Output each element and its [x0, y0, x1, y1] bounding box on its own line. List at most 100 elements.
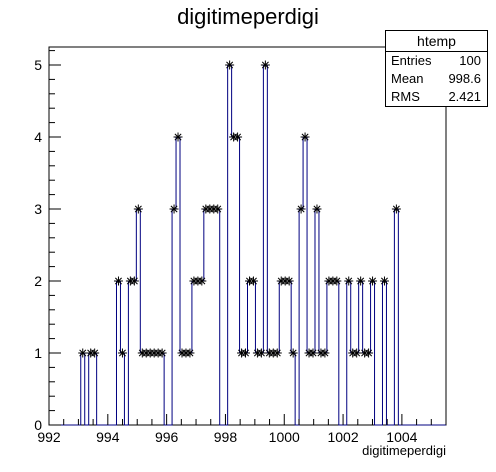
y-tick-label: 3: [34, 201, 42, 217]
histogram-bin: [307, 353, 311, 425]
histogram-bin: [180, 353, 184, 425]
histogram-bin: [176, 137, 180, 425]
data-point-marker: [300, 132, 310, 142]
data-point-marker: [256, 348, 266, 358]
data-markers: [78, 60, 401, 358]
histogram-bin: [188, 353, 192, 425]
histogram-bars: [49, 64, 446, 426]
histogram-bin: [255, 353, 259, 425]
histogram-bin: [367, 353, 371, 425]
data-point-marker: [320, 348, 330, 358]
histogram-bin: [184, 353, 188, 425]
y-tick-label: 2: [34, 273, 42, 289]
histogram-bin: [382, 281, 386, 425]
histogram-bin: [394, 209, 398, 425]
stats-key: Entries: [391, 53, 432, 68]
histogram-bin: [160, 353, 164, 425]
stats-box: htemp Entries 100 Mean 998.6 RMS 2.421: [385, 30, 488, 107]
data-point-marker: [284, 276, 294, 286]
data-point-marker: [185, 348, 195, 358]
histogram-bin: [148, 353, 152, 425]
x-tick-label: 992: [37, 429, 61, 445]
stats-row-mean: Mean 998.6: [386, 70, 487, 88]
histogram-bin: [363, 353, 367, 425]
data-point-marker: [241, 348, 251, 358]
histogram-bin: [132, 281, 136, 425]
stats-title: htemp: [386, 31, 487, 52]
histogram-bin: [259, 353, 263, 425]
histogram-bin: [228, 65, 232, 425]
histogram-bin: [267, 353, 271, 425]
data-point-marker: [233, 132, 243, 142]
data-point-marker: [364, 348, 374, 358]
stats-row-entries: Entries 100: [386, 52, 487, 70]
stats-value: 100: [459, 53, 481, 68]
data-point-marker: [272, 348, 282, 358]
histogram-bin: [172, 209, 176, 425]
y-tick-label: 5: [34, 57, 42, 73]
data-point-marker: [173, 132, 183, 142]
stats-row-rms: RMS 2.421: [386, 88, 487, 106]
stats-value: 2.421: [448, 89, 481, 104]
histogram-bin: [263, 65, 267, 425]
data-point-marker: [288, 348, 298, 358]
data-point-marker: [113, 276, 123, 286]
histogram-bin: [315, 209, 319, 425]
histogram-bin: [204, 209, 208, 425]
histogram-bin: [128, 281, 132, 425]
histogram-bin: [89, 353, 93, 425]
y-axis: 0 1 2 3 4 5: [34, 50, 61, 433]
histogram-bin: [144, 353, 148, 425]
histogram-bin: [152, 353, 156, 425]
data-point-marker: [352, 348, 362, 358]
data-point-marker: [379, 276, 389, 286]
histogram-bin: [240, 353, 244, 425]
histogram-bin: [140, 353, 144, 425]
data-point-marker: [197, 276, 207, 286]
histogram-bin: [335, 281, 339, 425]
histogram-bin: [208, 209, 212, 425]
histogram-bin: [331, 281, 335, 425]
histogram-outline: [49, 64, 446, 426]
histogram-bin: [81, 353, 85, 425]
histogram-bin: [216, 209, 220, 425]
data-point-marker: [133, 204, 143, 214]
histogram-bin: [275, 353, 279, 425]
histogram-bin: [299, 209, 303, 425]
histogram-bin: [196, 281, 200, 425]
data-point-marker: [225, 60, 235, 70]
x-tick-label: 1000: [269, 429, 300, 445]
data-point-marker: [90, 348, 100, 358]
x-tick-label: 1004: [386, 429, 417, 445]
chart-title: digitimeperdigi: [177, 4, 319, 29]
y-tick-label: 4: [34, 129, 42, 145]
data-point-marker: [129, 276, 139, 286]
x-tick-label: 996: [155, 429, 179, 445]
y-tick-label: 0: [34, 417, 42, 433]
data-point-marker: [368, 276, 378, 286]
data-point-marker: [296, 204, 306, 214]
data-point-marker: [169, 204, 179, 214]
data-point-marker: [213, 204, 223, 214]
stats-key: Mean: [391, 71, 424, 86]
plot-frame: [48, 46, 447, 426]
data-point-marker: [356, 276, 366, 286]
histogram-bin: [351, 353, 355, 425]
histogram-bin: [136, 209, 140, 425]
histogram-bin: [291, 353, 295, 425]
stats-key: RMS: [391, 89, 420, 104]
histogram-bin: [232, 137, 236, 425]
data-point-marker: [344, 276, 354, 286]
data-point-marker: [117, 348, 127, 358]
x-tick-label: 994: [96, 429, 120, 445]
x-axis: 992 994 996 998 1000 1002 1004: [37, 414, 447, 445]
histogram-bin: [271, 353, 275, 425]
histogram-bin: [303, 137, 307, 425]
histogram-bin: [323, 353, 327, 425]
data-point-marker: [260, 60, 270, 70]
x-axis-label: digitimeperdigi: [362, 443, 446, 458]
histogram-bin: [93, 353, 97, 425]
y-tick-label: 1: [34, 345, 42, 361]
stats-value: 998.6: [448, 71, 481, 86]
